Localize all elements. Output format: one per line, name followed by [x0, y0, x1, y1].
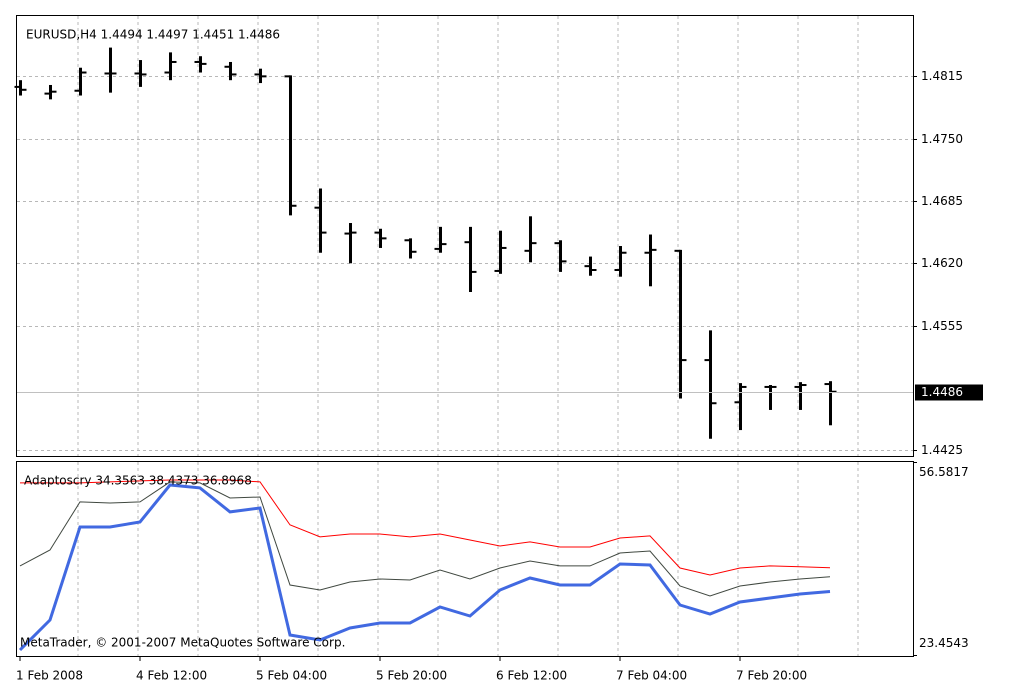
- indicator-title: Adaptoscry 34.3563 38.4373 36.8968: [24, 474, 252, 488]
- price-box: [915, 384, 983, 401]
- price-label: 1.4486: [921, 385, 963, 399]
- x-tick-label: 6 Feb 12:00: [496, 669, 567, 683]
- indicator-line: [18, 483, 831, 652]
- x-tick-label: 7 Feb 20:00: [736, 669, 807, 683]
- x-tick-label: 5 Feb 04:00: [256, 669, 327, 683]
- grid: [17, 16, 913, 656]
- labels: 1.4815 1.4750 1.4685 1.4620 1.4555 1.4425 1 Fe…: [16, 69, 983, 683]
- x-tick-label: 1 Feb 2008: [16, 669, 83, 683]
- indicator-line: [20, 479, 831, 576]
- y-tick-label: 1.4815: [921, 69, 963, 83]
- y-tick-label: 56.5817: [919, 465, 969, 479]
- x-tick-label: 5 Feb 20:00: [376, 669, 447, 683]
- x-tick-label: 4 Feb 12:00: [136, 669, 207, 683]
- y-tick-label: 1.4620: [921, 256, 963, 270]
- indicator-line: [19, 481, 831, 597]
- chart-title: EURUSD,H4 1.4494 1.4497 1.4451 1.4486: [26, 28, 280, 42]
- y-tick-label: 1.4685: [921, 194, 963, 208]
- main-frame: [16, 15, 914, 457]
- y-tick-label: 1.4555: [921, 319, 963, 333]
- indicator-frame: [16, 461, 914, 657]
- y-tick-label: 1.4750: [921, 132, 963, 146]
- y-tick-label: 1.4425: [921, 443, 963, 457]
- y-tick-label: 23.4543: [919, 636, 969, 650]
- copyright: MetaTrader, © 2001-2007 MetaQuotes Softw…: [20, 636, 345, 650]
- marks: [14, 47, 913, 652]
- x-tick-label: 7 Feb 04:00: [616, 669, 687, 683]
